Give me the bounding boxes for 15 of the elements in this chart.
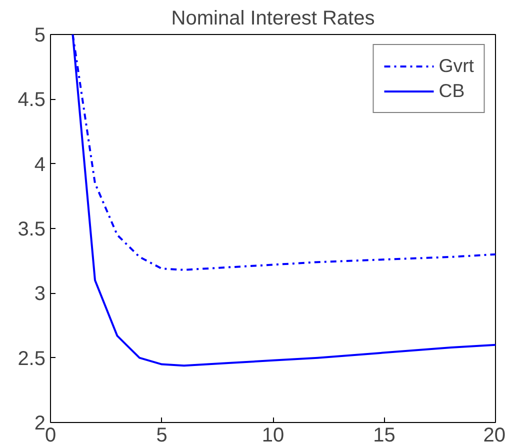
- chart-title: Nominal Interest Rates: [171, 8, 375, 30]
- y-tick-label: 2.5: [18, 348, 46, 370]
- x-tick-label: 15: [373, 424, 396, 444]
- x-tick-label: 20: [483, 424, 505, 444]
- x-tick-label: 5: [156, 424, 168, 444]
- y-tick-label: 3: [34, 283, 46, 306]
- y-tick-label: 5: [34, 24, 46, 46]
- legend-label: CB: [438, 80, 465, 102]
- y-tick-label: 2: [34, 412, 46, 434]
- x-tick-label: 10: [262, 424, 284, 444]
- y-tick-label: 4: [34, 154, 46, 176]
- y-tick-label: 3.5: [18, 218, 46, 240]
- y-tick-label: 4.5: [18, 89, 46, 112]
- x-tick-label: 0: [44, 424, 56, 444]
- legend-label: Gvrt: [438, 55, 474, 77]
